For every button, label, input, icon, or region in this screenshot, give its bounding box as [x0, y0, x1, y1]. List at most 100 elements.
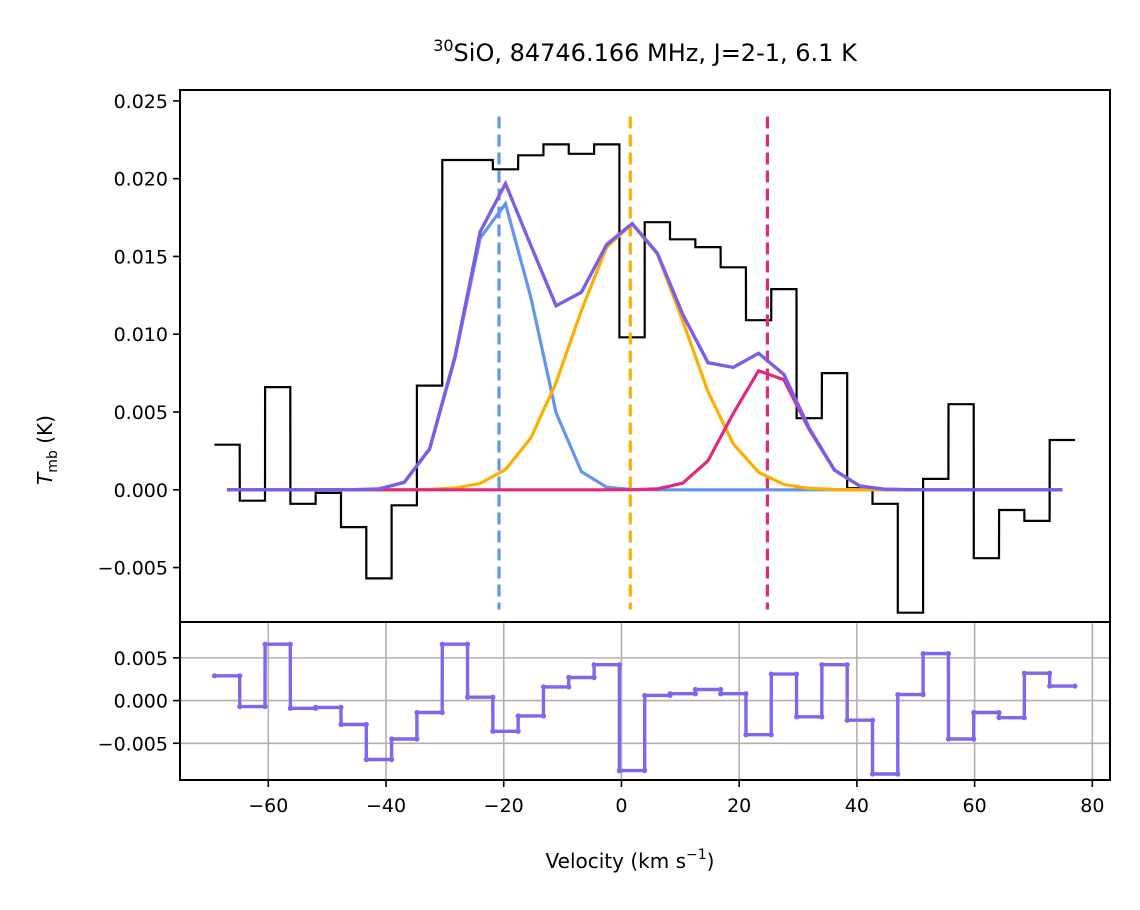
- y-axis-unit: (K): [33, 415, 57, 450]
- main-y-tick-label: 0.000: [114, 480, 168, 502]
- residual-point: [743, 691, 749, 697]
- residual-point: [262, 641, 268, 647]
- residual-point: [718, 686, 724, 693]
- residual-point: [591, 674, 597, 681]
- observed-spectrum: [214, 143, 1075, 614]
- x-tick-label: 80: [1080, 795, 1104, 817]
- residual-y-tick-label: −0.005: [98, 733, 168, 755]
- x-tick-label: 0: [615, 795, 627, 817]
- residual-point: [920, 691, 926, 698]
- residual-y-tick-label: 0.005: [114, 648, 168, 670]
- residual-point: [996, 715, 1002, 721]
- residual-point: [718, 691, 724, 697]
- residual-point: [515, 713, 521, 719]
- residual-point: [768, 671, 774, 677]
- residual-point: [971, 736, 977, 742]
- residual-point: [895, 691, 901, 698]
- x-tick-label: −20: [484, 795, 524, 817]
- residual-steps: [214, 642, 1075, 776]
- residual-point: [338, 704, 344, 711]
- x-axis-superscript: −1: [686, 847, 707, 863]
- residual-point: [211, 673, 218, 679]
- title-text: SiO, 84746.166 MHz, J=2-1, 6.1 K: [454, 39, 859, 67]
- residual-point: [287, 705, 293, 711]
- main-y-tick-label: 0.015: [114, 246, 168, 268]
- residual-point: [642, 692, 648, 699]
- residual-point: [363, 756, 369, 763]
- residual-point: [1021, 715, 1027, 721]
- residual-point: [262, 703, 268, 710]
- residual-point: [414, 736, 420, 742]
- residual-point: [439, 641, 445, 647]
- residual-point: [363, 721, 369, 728]
- residual-point: [566, 684, 572, 690]
- x-axis-close: ): [707, 849, 715, 873]
- y-axis-subscript: mb: [45, 450, 61, 473]
- residual-point: [591, 662, 597, 668]
- residual-point: [971, 709, 977, 716]
- residual-point: [490, 694, 496, 700]
- residual-point: [616, 662, 622, 668]
- residual-point: [844, 717, 850, 723]
- main-plot-frame: [179, 89, 1111, 623]
- residual-point: [869, 771, 876, 777]
- residual-point: [743, 732, 749, 738]
- chart-title: 30SiO, 84746.166 MHz, J=2-1, 6.1 K: [433, 36, 858, 67]
- main-y-tick-label: 0.020: [114, 169, 168, 191]
- residual-point: [1072, 683, 1078, 689]
- residual-point: [692, 686, 698, 693]
- residual-y-tick-label: 0.000: [114, 691, 168, 713]
- residual-point: [439, 709, 445, 716]
- residual-point: [819, 714, 825, 720]
- residual-point: [768, 732, 774, 738]
- residual-point: [667, 691, 673, 697]
- residual-point: [844, 662, 850, 668]
- residual-point: [287, 641, 293, 647]
- x-axis-label: Velocity (km s−1): [546, 847, 715, 873]
- residual-point: [389, 736, 395, 742]
- main-y-tick-label: −0.005: [98, 558, 168, 580]
- residual-point: [920, 651, 926, 657]
- main-y-tick-label: 0.025: [114, 91, 168, 113]
- gaussian-component-3: [227, 368, 1063, 492]
- residual-point: [338, 721, 344, 728]
- residual-point: [540, 684, 547, 690]
- residual-point: [1047, 683, 1053, 689]
- residual-plot-panel: −0.005 0.000 0.005 −60 −40 −20 0 20 40 60 80: [98, 621, 1111, 817]
- residual-point: [692, 691, 698, 697]
- residual-point: [237, 673, 243, 679]
- residual-point: [895, 771, 901, 777]
- x-tick-label: −60: [248, 795, 288, 817]
- y-axis-symbol: T: [33, 471, 57, 485]
- total-fit-curve: [227, 179, 1063, 492]
- residual-point: [642, 768, 648, 774]
- residual-point: [464, 694, 471, 700]
- residual-point: [869, 717, 876, 723]
- y-axis-label: Tmb (K): [33, 415, 61, 485]
- x-tick-label: 60: [963, 795, 987, 817]
- residual-point: [945, 651, 951, 657]
- x-tick-label: 40: [845, 795, 869, 817]
- x-tick-label: 20: [727, 795, 751, 817]
- residual-point: [464, 641, 471, 647]
- residual-point: [819, 662, 825, 668]
- residual-point: [388, 756, 395, 763]
- residual-point: [414, 709, 420, 716]
- x-tick-label: −40: [366, 795, 406, 817]
- residual-point: [490, 728, 496, 734]
- residual-point: [566, 674, 572, 681]
- main-y-tick-label: 0.010: [114, 324, 168, 346]
- residual-point: [1021, 670, 1027, 676]
- residual-point: [540, 713, 547, 719]
- residual-point: [515, 728, 521, 734]
- residual-point: [996, 709, 1002, 716]
- residual-point: [945, 736, 952, 742]
- residual-point: [616, 768, 623, 774]
- residual-point: [237, 703, 243, 710]
- residual-point: [793, 714, 800, 720]
- residual-point: [793, 671, 800, 677]
- main-plot-panel: −0.005 0.000 0.005 0.010 0.015 0.020 0.025: [98, 89, 1111, 623]
- residual-point: [313, 704, 319, 711]
- residual-point: [1047, 670, 1053, 676]
